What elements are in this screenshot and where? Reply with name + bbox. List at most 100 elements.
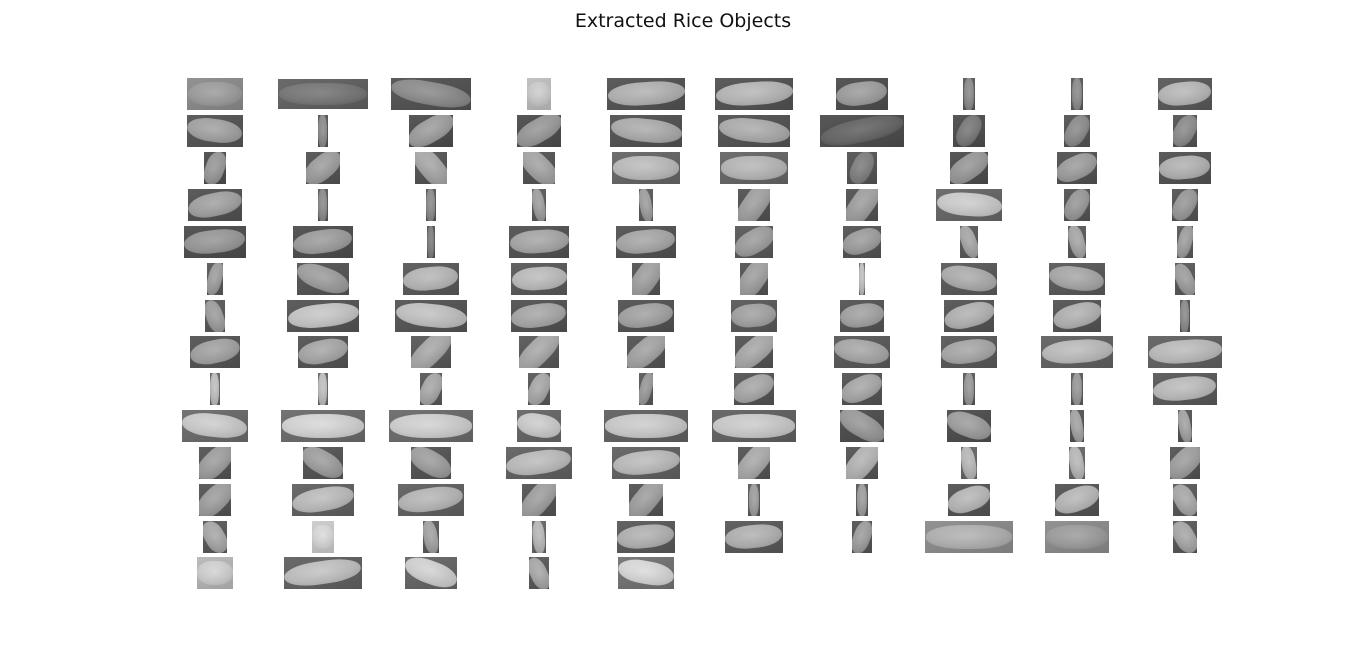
rice-object-tile <box>612 447 680 479</box>
rice-object-tile <box>734 373 774 405</box>
rice-object-tile <box>604 410 688 442</box>
rice-object-tile <box>405 557 457 589</box>
rice-object-tile <box>738 447 770 479</box>
rice-object-tile <box>1173 484 1197 516</box>
rice-grain <box>1045 525 1109 549</box>
rice-object-tile <box>1148 336 1222 368</box>
rice-grain <box>925 525 1013 549</box>
rice-object-tile <box>199 484 231 516</box>
rice-object-tile <box>287 300 359 332</box>
rice-object-tile <box>506 447 572 479</box>
rice-object-tile <box>852 521 872 553</box>
rice-object-tile <box>306 152 340 184</box>
rice-object-tile <box>629 484 663 516</box>
rice-object-tile <box>190 336 240 368</box>
rice-object-tile <box>1178 410 1192 442</box>
rice-object-tile <box>297 263 349 295</box>
rice-object-tile <box>528 373 550 405</box>
rice-object-tile <box>523 152 555 184</box>
rice-object-tile <box>820 115 904 147</box>
rice-object-tile <box>1159 152 1211 184</box>
rice-object-tile <box>207 263 223 295</box>
rice-object-tile <box>415 152 447 184</box>
rice-object-tile <box>517 410 561 442</box>
rice-object-tile <box>511 263 567 295</box>
rice-object-tile <box>532 521 546 553</box>
rice-object-tile <box>1045 521 1109 553</box>
rice-grain <box>197 561 233 585</box>
rice-object-tile <box>947 410 991 442</box>
rice-object-tile <box>715 78 793 110</box>
rice-object-tile <box>427 226 435 258</box>
rice-object-tile <box>509 226 569 258</box>
rice-object-tile <box>199 447 231 479</box>
rice-object-tile <box>936 189 1002 221</box>
rice-object-tile <box>740 263 768 295</box>
rice-grain <box>389 414 473 438</box>
rice-object-tile <box>1172 189 1198 221</box>
rice-object-tile <box>618 557 674 589</box>
rice-grain <box>312 525 334 549</box>
rice-object-tile <box>610 115 682 147</box>
rice-object-tile <box>639 189 653 221</box>
rice-grain <box>612 156 680 180</box>
rice-object-tile <box>197 557 233 589</box>
rice-object-tile <box>184 226 246 258</box>
rice-object-tile <box>840 410 884 442</box>
rice-object-tile <box>1170 447 1200 479</box>
rice-object-tile <box>278 79 368 109</box>
rice-grain <box>527 82 551 106</box>
rice-object-tile <box>718 115 790 147</box>
rice-object-tile <box>735 336 773 368</box>
rice-object-tile <box>738 189 770 221</box>
rice-object-tile <box>529 557 549 589</box>
figure-title: Extracted Rice Objects <box>574 10 792 32</box>
rice-object-tile <box>532 189 546 221</box>
rice-object-tile <box>284 557 362 589</box>
rice-object-tile <box>1069 447 1085 479</box>
rice-object-tile <box>522 484 556 516</box>
rice-object-tile <box>843 226 881 258</box>
rice-object-tile <box>1177 226 1193 258</box>
rice-object-tile <box>950 152 988 184</box>
rice-object-tile <box>607 78 685 110</box>
rice-object-tile <box>1173 115 1197 147</box>
rice-object-tile <box>1070 410 1084 442</box>
rice-object-tile <box>298 336 348 368</box>
rice-object-tile <box>725 521 783 553</box>
rice-object-tile <box>210 373 220 405</box>
rice-object-tile <box>204 152 226 184</box>
rice-object-tile <box>748 484 760 516</box>
rice-object-tile <box>318 189 328 221</box>
rice-object-tile <box>292 484 354 516</box>
rice-object-tile <box>409 115 453 147</box>
rice-object-tile <box>1071 373 1083 405</box>
rice-object-tile <box>517 115 561 147</box>
rice-grain <box>281 414 365 438</box>
rice-grain <box>720 156 788 180</box>
rice-object-tile <box>1064 115 1090 147</box>
rice-object-tile <box>1158 78 1212 110</box>
rice-object-tile <box>312 521 334 553</box>
rice-object-tile <box>318 115 328 147</box>
rice-object-tile <box>840 300 884 332</box>
rice-object-tile <box>527 78 551 110</box>
rice-object-tile <box>1153 373 1217 405</box>
rice-object-tile <box>511 300 567 332</box>
rice-object-tile <box>398 484 464 516</box>
rice-object-tile <box>391 78 471 110</box>
rice-object-tile <box>925 521 1013 553</box>
rice-object-tile <box>403 263 459 295</box>
rice-object-tile <box>847 152 877 184</box>
rice-object-tile <box>1173 521 1197 553</box>
rice-object-tile <box>281 410 365 442</box>
rice-object-tile <box>423 521 439 553</box>
rice-object-tile <box>834 336 890 368</box>
rice-object-tile <box>961 447 977 479</box>
rice-object-tile <box>627 336 665 368</box>
rice-object-tile <box>318 373 328 405</box>
rice-object-tile <box>632 263 660 295</box>
rice-object-tile <box>618 300 674 332</box>
rice-object-tile <box>1057 152 1097 184</box>
